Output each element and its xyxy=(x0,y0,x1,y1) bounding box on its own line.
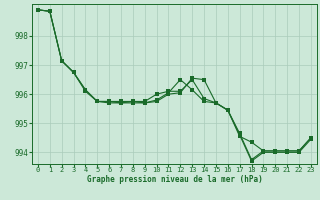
X-axis label: Graphe pression niveau de la mer (hPa): Graphe pression niveau de la mer (hPa) xyxy=(86,175,262,184)
